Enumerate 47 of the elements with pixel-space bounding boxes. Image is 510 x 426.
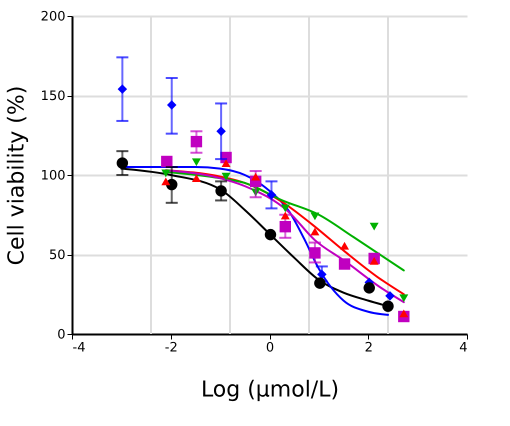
point [382, 300, 394, 312]
y-axis-title: Cell viability (%) [4, 86, 30, 266]
point [222, 159, 231, 167]
point [251, 172, 260, 180]
point [309, 247, 321, 259]
point [385, 291, 395, 301]
point [192, 174, 201, 182]
x-tick-label: -4 [72, 340, 86, 356]
point [280, 204, 290, 212]
point [338, 258, 350, 270]
point [166, 178, 178, 190]
point [216, 126, 226, 136]
point [251, 188, 260, 196]
point [192, 158, 201, 166]
point [166, 100, 176, 110]
point [222, 172, 231, 180]
x-tick-label: 0 [266, 340, 274, 356]
y-tick-label: 50 [48, 248, 66, 263]
point [264, 228, 276, 240]
y-tick-label: 150 [40, 89, 66, 104]
point [310, 212, 320, 220]
point [161, 170, 170, 178]
y-tick-label: 200 [40, 10, 66, 24]
point [280, 212, 290, 220]
point [399, 294, 408, 302]
x-tick-label: 4 [459, 340, 468, 356]
point [161, 177, 170, 186]
point [370, 222, 379, 231]
point [280, 220, 291, 232]
y-tick-label: 100 [40, 168, 66, 184]
point [310, 228, 320, 236]
point [190, 136, 202, 148]
point [340, 242, 350, 250]
point [370, 256, 379, 265]
x-tick-label: -2 [164, 340, 178, 356]
point [266, 190, 276, 200]
point [118, 84, 128, 94]
y-tick-label: 0 [57, 328, 66, 342]
point [317, 270, 327, 280]
x-tick-label: 2 [364, 340, 373, 356]
point [116, 157, 128, 169]
point [399, 309, 408, 318]
x-axis-title: Log (µmol/L) [200, 378, 340, 402]
point [314, 277, 326, 289]
point [364, 282, 375, 294]
point [161, 156, 172, 168]
point [215, 185, 227, 197]
